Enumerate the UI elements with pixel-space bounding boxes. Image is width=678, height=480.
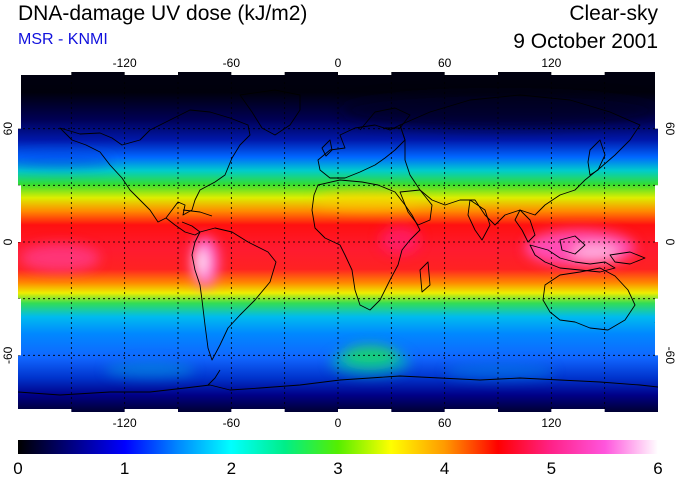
- colorbar-label: 0: [13, 459, 22, 478]
- central-america-coast: [165, 217, 201, 236]
- pacific-high-uv: [20, 244, 100, 272]
- sahara-yellow: [315, 190, 425, 210]
- colorbar-label: 5: [547, 459, 556, 478]
- top-tick-bar: [231, 72, 285, 75]
- lon-tick-label-bottom: -60: [223, 416, 241, 430]
- antarctica-coast: [18, 375, 658, 396]
- southern-ocean-cyan: [105, 362, 195, 378]
- lat-tick-label-right: 60: [663, 122, 677, 136]
- right-tick-bar: [655, 185, 658, 242]
- top-tick-bar: [338, 72, 392, 75]
- uk-coast: [321, 139, 333, 157]
- lon-tick-label-top: 120: [541, 56, 561, 70]
- lon-tick-label-top: -60: [223, 56, 241, 70]
- colorbar-label: 1: [120, 459, 129, 478]
- new-guinea-coast: [609, 251, 646, 265]
- north-america-coast: [59, 109, 251, 223]
- bottom-tick-bar: [444, 409, 498, 412]
- top-tick-bar: [124, 72, 178, 75]
- colorbar-label: 4: [440, 459, 449, 478]
- lat-tick-label-right: -60: [663, 347, 677, 365]
- uv-regional-features: [18, 92, 658, 380]
- india-coast: [467, 199, 491, 241]
- colorbar-label: 3: [333, 459, 342, 478]
- bottom-tick-bar: [231, 409, 285, 412]
- siberia-dark: [340, 92, 658, 128]
- bottom-tick-bar: [338, 409, 392, 412]
- date-label: 9 October 2001: [513, 30, 658, 53]
- right-tick-bar: [655, 72, 658, 129]
- indian-ocean-cyan: [445, 364, 555, 380]
- map-border-ticks: [18, 72, 658, 412]
- left-tick-bar: [18, 298, 21, 356]
- colorbar-label: 2: [227, 459, 236, 478]
- lat-tick-label-left: 0: [1, 238, 15, 245]
- bottom-tick-bar: [18, 409, 72, 412]
- asia-coast: [399, 94, 641, 226]
- japan-coast: [587, 139, 606, 176]
- greenland-coast: [239, 89, 301, 136]
- lat-lon-gridlines: [18, 72, 658, 412]
- cuba-coast: [182, 209, 213, 217]
- lat-tick-label-left: -60: [1, 346, 15, 364]
- lon-tick-label-top: 60: [438, 56, 452, 70]
- lon-tick-label-bottom: 60: [438, 416, 452, 430]
- indonesia-peak-uv: [571, 244, 619, 260]
- bottom-tick-bar: [551, 409, 605, 412]
- right-tick-bar: [655, 298, 658, 356]
- colorbar-labels: 0 1 2 3 4 5 6: [13, 459, 662, 478]
- madagascar-coast: [419, 261, 431, 293]
- south-america-coast: [191, 227, 277, 361]
- source-label: MSR - KNMI: [18, 31, 108, 48]
- map-title: DNA-damage UV dose (kJ/m2): [18, 2, 308, 25]
- lat-tick-label-right: 0: [663, 239, 677, 246]
- andes-peak-uv: [196, 248, 208, 276]
- lon-tick-label-bottom: 0: [335, 416, 342, 430]
- africa-coast: [311, 179, 421, 311]
- left-tick-bar: [18, 185, 21, 242]
- sky-condition-label: Clear-sky: [569, 2, 658, 25]
- south-atlantic-cyan: [330, 348, 410, 376]
- top-tick-bar: [18, 72, 72, 75]
- antarctic-peninsula: [207, 369, 221, 386]
- australia-coast: [542, 267, 636, 331]
- colorbar-label: 6: [653, 459, 662, 478]
- scandinavia-coast: [359, 107, 411, 131]
- lon-tick-label-top: -120: [113, 56, 137, 70]
- lon-tick-label-top: 0: [335, 56, 342, 70]
- left-tick-bar: [18, 72, 21, 129]
- top-tick-bar: [444, 72, 498, 75]
- axis-tick-labels: -120 -120 -60 -60 0 0 60 60 120 120 60 60 0 0 -60 -60: [1, 56, 677, 430]
- colorbar: [18, 440, 658, 454]
- bottom-tick-bar: [124, 409, 178, 412]
- lon-tick-label-bottom: -120: [113, 416, 137, 430]
- borneo-coast: [559, 235, 586, 255]
- lon-tick-label-bottom: 120: [541, 416, 561, 430]
- central-africa-high-uv: [380, 226, 420, 254]
- indonesia-coast: [529, 244, 616, 273]
- lat-tick-label-left: 60: [1, 122, 15, 136]
- north-pacific-blue: [18, 152, 115, 168]
- top-tick-bar: [551, 72, 605, 75]
